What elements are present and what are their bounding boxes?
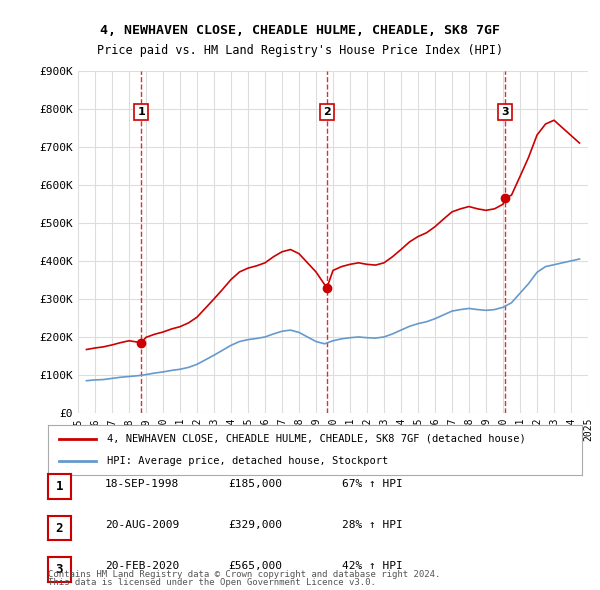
Text: 3: 3 [502, 107, 509, 117]
Text: 67% ↑ HPI: 67% ↑ HPI [342, 479, 403, 489]
Text: Contains HM Land Registry data © Crown copyright and database right 2024.: Contains HM Land Registry data © Crown c… [48, 571, 440, 579]
Text: 2: 2 [323, 107, 331, 117]
Text: £329,000: £329,000 [228, 520, 282, 530]
Text: £185,000: £185,000 [228, 479, 282, 489]
Text: This data is licensed under the Open Government Licence v3.0.: This data is licensed under the Open Gov… [48, 578, 376, 587]
Text: 20-AUG-2009: 20-AUG-2009 [105, 520, 179, 530]
Text: 4, NEWHAVEN CLOSE, CHEADLE HULME, CHEADLE, SK8 7GF (detached house): 4, NEWHAVEN CLOSE, CHEADLE HULME, CHEADL… [107, 434, 526, 444]
Text: 20-FEB-2020: 20-FEB-2020 [105, 562, 179, 571]
Text: 4, NEWHAVEN CLOSE, CHEADLE HULME, CHEADLE, SK8 7GF: 4, NEWHAVEN CLOSE, CHEADLE HULME, CHEADL… [100, 24, 500, 37]
Text: £565,000: £565,000 [228, 562, 282, 571]
Text: 42% ↑ HPI: 42% ↑ HPI [342, 562, 403, 571]
Text: 1: 1 [137, 107, 145, 117]
Text: 2: 2 [56, 522, 63, 535]
Text: 28% ↑ HPI: 28% ↑ HPI [342, 520, 403, 530]
Text: Price paid vs. HM Land Registry's House Price Index (HPI): Price paid vs. HM Land Registry's House … [97, 44, 503, 57]
Text: 18-SEP-1998: 18-SEP-1998 [105, 479, 179, 489]
Text: 3: 3 [56, 563, 63, 576]
Text: 1: 1 [56, 480, 63, 493]
Text: HPI: Average price, detached house, Stockport: HPI: Average price, detached house, Stoc… [107, 456, 388, 466]
